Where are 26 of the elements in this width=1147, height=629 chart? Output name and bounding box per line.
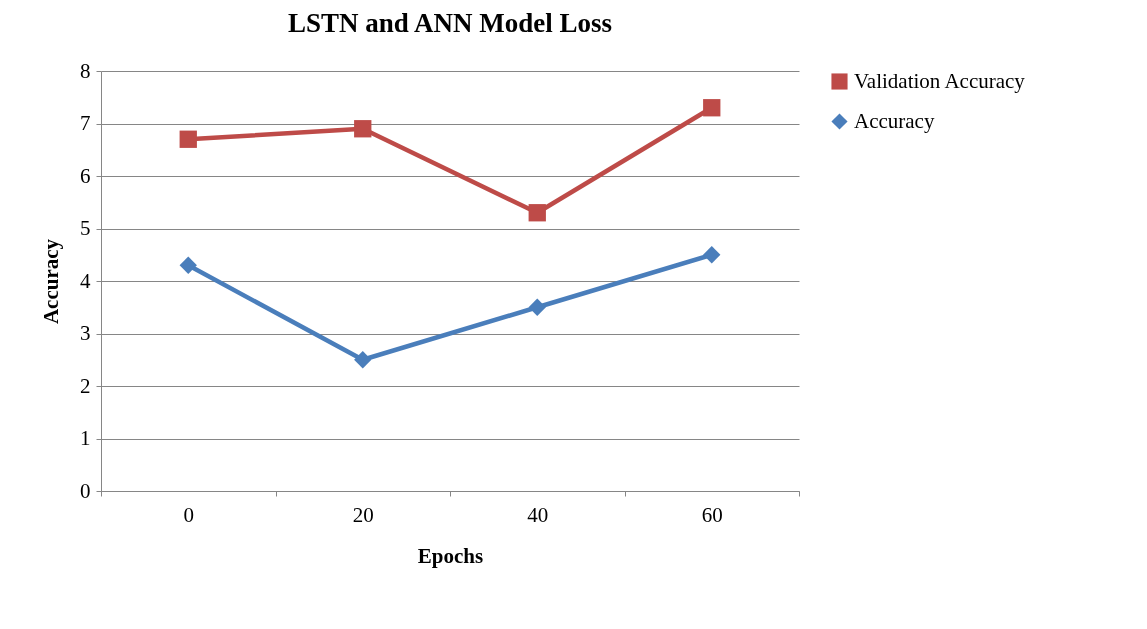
point: [703, 246, 721, 264]
x-axis-title: Epochs: [417, 543, 484, 568]
y-tick-label: 0: [80, 478, 91, 503]
x-tick-label: 40: [527, 502, 549, 527]
legend-label: Accuracy: [854, 108, 935, 133]
y-tick-label: 8: [80, 58, 91, 83]
point: [179, 130, 197, 148]
x-tick-label: 20: [352, 502, 374, 527]
chart-title: LSTN and ANN Model Loss: [287, 8, 613, 38]
x-tick-label: 0: [183, 502, 194, 527]
y-tick-label: 7: [80, 111, 91, 135]
y-tick-label: 3: [80, 321, 91, 345]
point: [354, 120, 372, 138]
point: [179, 256, 197, 274]
point: [528, 204, 546, 222]
legend-label: Validation Accuracy: [854, 68, 1026, 93]
point: [703, 99, 721, 117]
point: [354, 351, 372, 369]
x-tick-label: 60: [701, 502, 723, 527]
point: [528, 298, 546, 316]
y-axis-title: Accuracy: [39, 238, 63, 325]
y-tick-label: 5: [80, 216, 91, 240]
y-tick-label: 2: [80, 373, 91, 398]
y-tick-label: 1: [80, 426, 91, 450]
y-tick-label: 6: [80, 163, 91, 188]
y-tick-label: 4: [80, 268, 91, 293]
